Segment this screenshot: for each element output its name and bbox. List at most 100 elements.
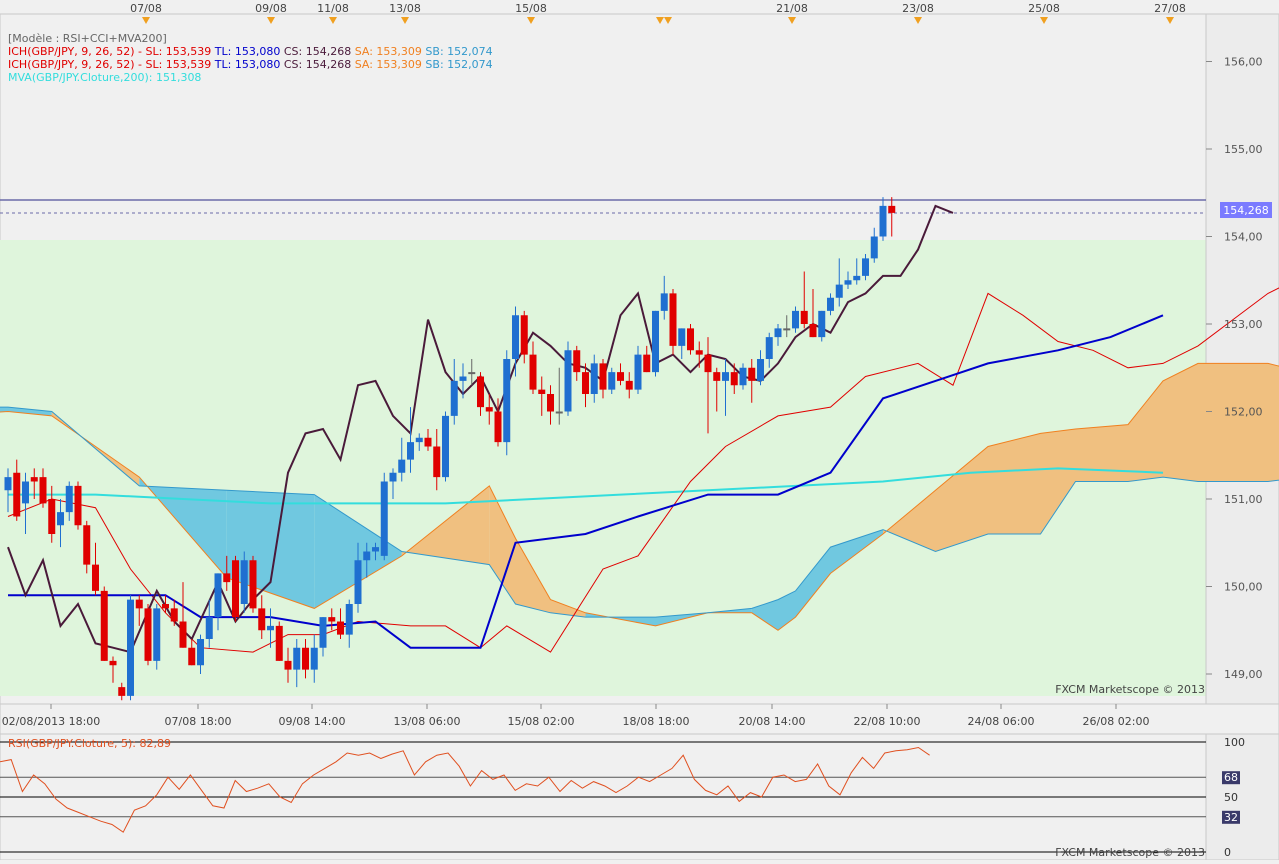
- candle-body: [643, 354, 651, 373]
- current-price-label: 154,268: [1223, 204, 1269, 217]
- candle-body: [223, 573, 231, 583]
- candle-body: [853, 275, 861, 281]
- candle-body: [862, 258, 869, 276]
- time-tick-label: 13/08 06:00: [394, 715, 461, 728]
- candle-body: [380, 481, 388, 556]
- candle-body: [590, 363, 598, 394]
- cloud-segment: [1163, 363, 1198, 482]
- candle-body: [730, 372, 738, 386]
- candle-body: [722, 372, 729, 381]
- legend-value: SL: 153,539: [145, 58, 214, 71]
- candle-body: [424, 437, 432, 447]
- candle-body: [800, 310, 808, 324]
- event-marker: [1040, 17, 1048, 24]
- candle-body: [433, 446, 441, 478]
- candle-body: [704, 354, 712, 373]
- candle-body: [827, 297, 834, 311]
- legend-value: SL: 153,539: [145, 45, 214, 58]
- legend-row: [Modèle : RSI+CCI+MVA200]: [8, 32, 167, 45]
- candle-body: [520, 315, 528, 355]
- cloud-segment: [1040, 429, 1076, 534]
- candle-body: [617, 372, 624, 381]
- candle-body: [293, 647, 301, 670]
- cloud-segment: [0, 407, 8, 413]
- candle-body: [485, 407, 493, 412]
- legend-value: SB: 152,074: [425, 58, 492, 71]
- legend-value: TL: 153,080: [214, 58, 284, 71]
- candle-body: [415, 437, 423, 443]
- price-tick-label: 156,00: [1224, 56, 1263, 69]
- legend-value: SA: 153,309: [355, 45, 426, 58]
- candle-body: [284, 660, 292, 670]
- candle-body: [739, 367, 747, 386]
- candle-body: [608, 372, 616, 390]
- top-date-label: 21/08: [776, 2, 808, 15]
- candle-body: [188, 647, 196, 666]
- cloud-segment: [226, 490, 315, 609]
- cloud-segment: [1128, 380, 1163, 482]
- candle-body: [870, 236, 878, 259]
- cloud-segment: [1268, 363, 1279, 482]
- cloud-segment: [550, 599, 586, 618]
- legend-value: SA: 153,309: [355, 58, 426, 71]
- cloud-segment: [515, 538, 551, 613]
- candle-body: [4, 477, 12, 491]
- price-axis: 156,00 155,00 154,00 153,00 152,00 151,00 150,…: [1206, 56, 1263, 681]
- candle-body: [669, 293, 677, 346]
- candle-body: [275, 625, 283, 661]
- candle-body: [625, 380, 633, 390]
- candle-body: [757, 359, 764, 381]
- kijun-sen-line: [8, 314, 1164, 649]
- cloud-segment: [988, 433, 1041, 534]
- top-date-label: 25/08: [1028, 2, 1060, 15]
- candle-body: [170, 608, 178, 622]
- mva200-line: [8, 467, 1164, 505]
- candle-body: [319, 617, 327, 648]
- candle-body: [459, 376, 467, 381]
- price-tick-label: 153,00: [1224, 318, 1263, 331]
- candle-body: [792, 310, 799, 329]
- price-axis-background: [1205, 13, 1279, 705]
- rsi-tick-label: 68: [1224, 771, 1238, 784]
- legend-prefix: ICH(GBP/JPY, 9, 26, 52) -: [8, 45, 145, 58]
- candle-body: [127, 599, 134, 696]
- time-tick-label: 26/08 02:00: [1083, 715, 1150, 728]
- candle-body: [835, 284, 843, 298]
- candle-body: [660, 293, 668, 311]
- current-price-marker: 154,268: [1220, 202, 1272, 218]
- candle-body: [39, 477, 47, 504]
- candle-body: [100, 590, 108, 661]
- candle-body: [573, 350, 581, 373]
- price-tick-label: 155,00: [1224, 143, 1263, 156]
- event-marker: [788, 17, 796, 24]
- cloud-segment: [1233, 363, 1268, 482]
- rsi-level-box: [1222, 771, 1240, 785]
- price-tick-label: 154,00: [1224, 231, 1263, 244]
- rsi-watermark: FXCM Marketscope © 2013: [1055, 846, 1205, 859]
- candle-body: [512, 315, 519, 359]
- candle-body: [345, 604, 353, 635]
- time-tick-label: 20/08 14:00: [739, 715, 806, 728]
- candle-body: [65, 485, 73, 513]
- candle-body: [695, 350, 703, 355]
- tenkan-sen-line: [7, 287, 1279, 653]
- candle-body: [687, 328, 694, 351]
- event-marker: [1166, 17, 1174, 24]
- candle-body: [450, 380, 458, 416]
- rsi-level-box: [1222, 810, 1240, 824]
- candle-body: [240, 560, 248, 604]
- candle-body: [92, 564, 99, 591]
- cloud-segment: [830, 529, 883, 574]
- candle-body: [232, 560, 239, 618]
- candle-body: [205, 617, 213, 639]
- candle-body: [599, 363, 607, 390]
- time-tick-label: 07/08 18:00: [165, 715, 232, 728]
- rsi-tick-label: 50: [1224, 791, 1238, 804]
- rsi-axis-background: [1205, 733, 1279, 861]
- top-date-label: 13/08: [389, 2, 421, 15]
- candle-body: [634, 354, 642, 390]
- event-marker: [914, 17, 922, 24]
- price-tick-label: 151,00: [1224, 493, 1263, 506]
- candle-body: [153, 608, 161, 661]
